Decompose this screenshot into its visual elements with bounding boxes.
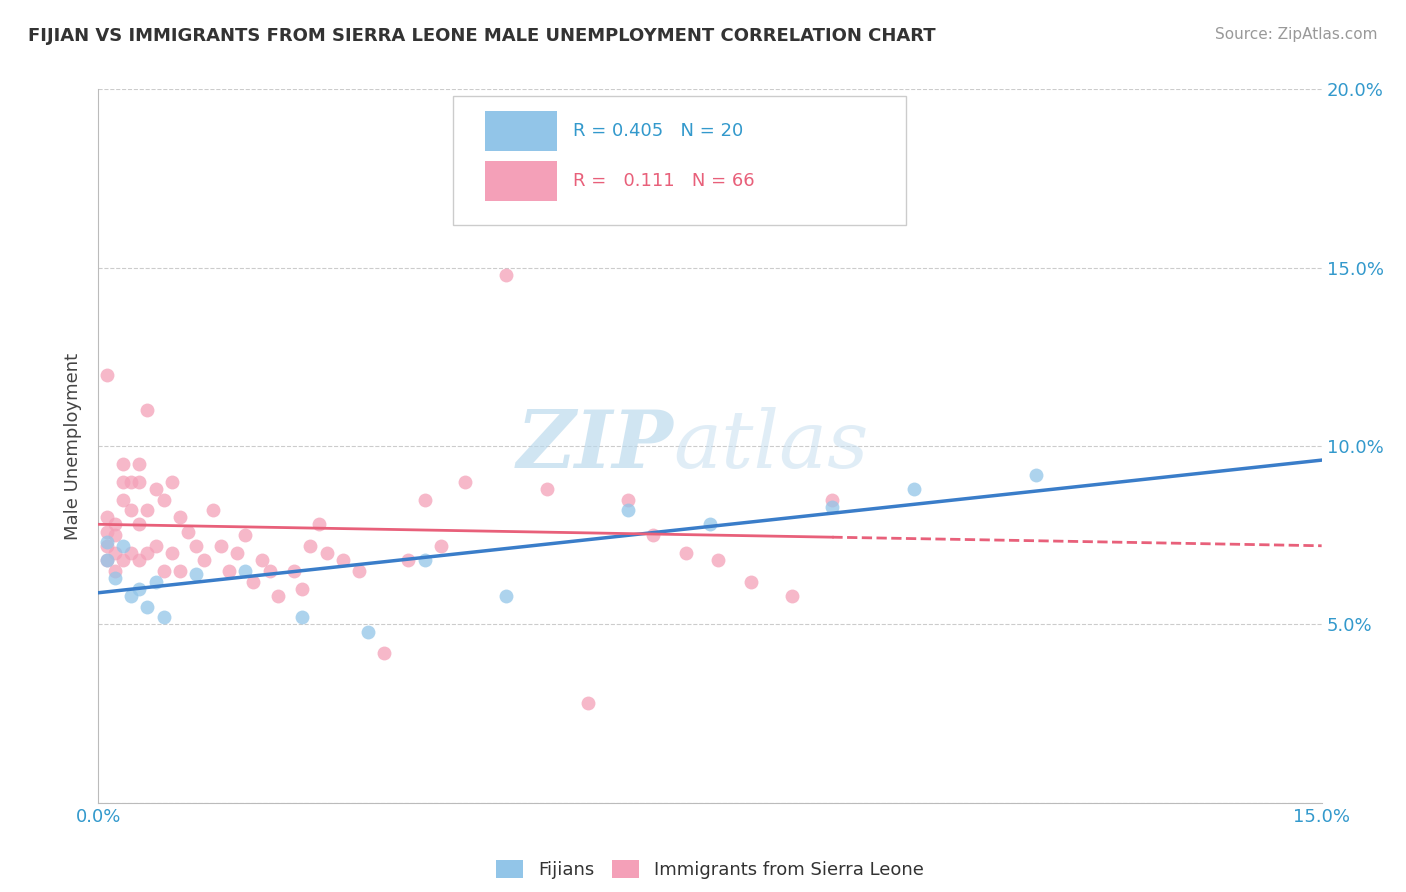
Point [291, 610, 314, 624]
Point [104, 517, 127, 532]
Point [128, 457, 150, 471]
Point [120, 546, 142, 560]
Point [617, 503, 640, 517]
Y-axis label: Male Unemployment: Male Unemployment [65, 352, 83, 540]
Point [111, 457, 134, 471]
Point [699, 517, 721, 532]
Point [291, 582, 314, 596]
Point [308, 517, 330, 532]
Point [332, 553, 354, 567]
Point [186, 567, 208, 582]
Point [193, 553, 215, 567]
Point [373, 646, 395, 660]
Point [1025, 467, 1047, 482]
Point [349, 564, 371, 578]
Point [104, 564, 127, 578]
Point [111, 553, 134, 567]
Point [96, 553, 118, 567]
Point [356, 624, 378, 639]
Point [267, 589, 290, 603]
Point [707, 553, 730, 567]
Point [495, 268, 517, 282]
Point [617, 492, 640, 507]
Point [136, 599, 159, 614]
Point [145, 574, 167, 589]
Text: R =   0.111   N = 66: R = 0.111 N = 66 [574, 172, 755, 190]
Text: Source: ZipAtlas.com: Source: ZipAtlas.com [1215, 27, 1378, 42]
Point [128, 582, 150, 596]
Point [104, 528, 127, 542]
FancyBboxPatch shape [485, 112, 557, 152]
Point [315, 546, 337, 560]
Point [128, 553, 150, 567]
Text: R = 0.405   N = 20: R = 0.405 N = 20 [574, 122, 744, 140]
Point [104, 546, 127, 560]
Point [152, 610, 174, 624]
Point [675, 546, 697, 560]
Point [283, 564, 305, 578]
Point [111, 475, 134, 489]
Text: atlas: atlas [673, 408, 869, 484]
Point [177, 524, 200, 539]
Point [740, 574, 762, 589]
Point [821, 500, 844, 514]
Point [96, 539, 118, 553]
Text: FIJIAN VS IMMIGRANTS FROM SIERRA LEONE MALE UNEMPLOYMENT CORRELATION CHART: FIJIAN VS IMMIGRANTS FROM SIERRA LEONE M… [28, 27, 936, 45]
Point [576, 696, 599, 710]
Point [536, 482, 558, 496]
Point [780, 589, 803, 603]
Point [152, 492, 174, 507]
Point [120, 589, 142, 603]
Point [136, 546, 159, 560]
Point [169, 564, 191, 578]
Point [160, 546, 183, 560]
Point [104, 571, 127, 585]
Point [233, 528, 256, 542]
Point [209, 539, 232, 553]
Point [111, 492, 134, 507]
Point [128, 517, 150, 532]
Point [413, 492, 436, 507]
Point [96, 535, 118, 549]
Point [641, 528, 664, 542]
Point [152, 564, 174, 578]
Point [160, 475, 183, 489]
Point [128, 475, 150, 489]
FancyBboxPatch shape [485, 161, 557, 202]
Point [186, 539, 208, 553]
Point [218, 564, 240, 578]
Point [250, 553, 273, 567]
Point [454, 475, 477, 489]
Point [226, 546, 249, 560]
Point [201, 503, 224, 517]
Point [136, 403, 159, 417]
Point [242, 574, 264, 589]
Point [136, 503, 159, 517]
Text: ZIP: ZIP [516, 408, 673, 484]
Point [430, 539, 453, 553]
Legend: Fijians, Immigrants from Sierra Leone: Fijians, Immigrants from Sierra Leone [489, 853, 931, 887]
Point [259, 564, 281, 578]
Point [145, 482, 167, 496]
Point [96, 553, 118, 567]
Point [495, 589, 517, 603]
Point [233, 564, 256, 578]
Point [96, 524, 118, 539]
Point [111, 539, 134, 553]
Point [821, 492, 844, 507]
Point [396, 553, 419, 567]
Point [96, 368, 118, 382]
Point [299, 539, 322, 553]
Point [478, 207, 501, 221]
Point [169, 510, 191, 524]
Point [120, 503, 142, 517]
Point [903, 482, 925, 496]
Point [120, 475, 142, 489]
Point [145, 539, 167, 553]
Point [96, 510, 118, 524]
FancyBboxPatch shape [453, 96, 905, 225]
Point [413, 553, 436, 567]
